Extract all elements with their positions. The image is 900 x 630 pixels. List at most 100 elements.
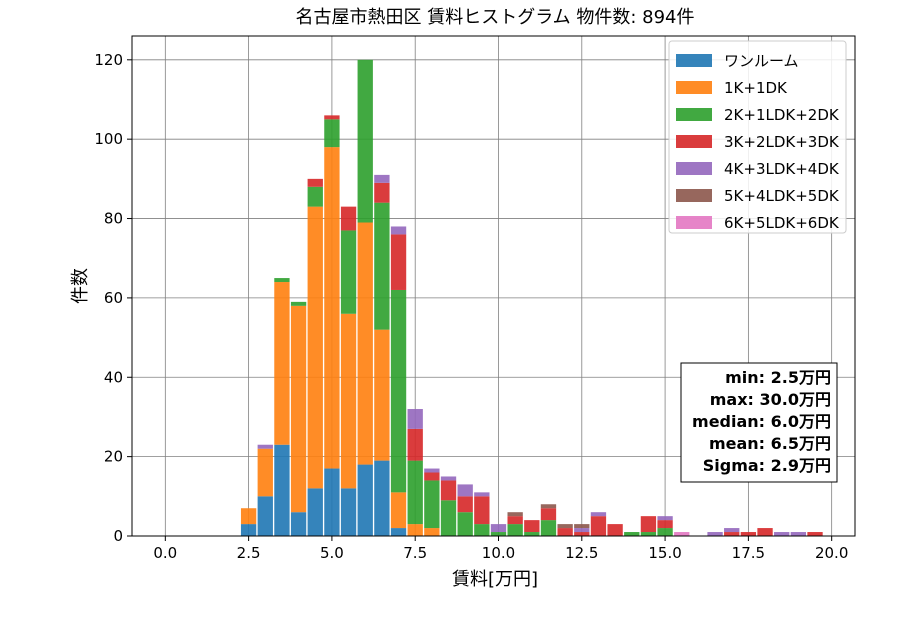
bar-segment — [590, 512, 607, 517]
stats-line: Sigma: 2.9万円 — [703, 456, 831, 475]
stats-line: mean: 6.5万円 — [709, 434, 831, 453]
bar-segment — [357, 59, 373, 223]
bar-segment — [790, 532, 807, 536]
x-axis-label: 賃料[万円] — [452, 569, 538, 590]
bar-segment — [674, 532, 690, 536]
y-tick-label: 0 — [113, 527, 123, 545]
bar-segment — [407, 460, 423, 525]
bar-segment — [274, 282, 290, 445]
bar-segment — [457, 484, 473, 497]
stats-line: min: 2.5万円 — [725, 368, 831, 387]
bar-segment — [390, 528, 407, 536]
legend-label: 6K+5LDK+6DK — [724, 214, 840, 232]
bar-segment — [374, 174, 390, 183]
x-tick-label: 7.5 — [403, 544, 427, 562]
x-tick-label: 15.0 — [648, 544, 681, 562]
x-tick-label: 17.5 — [732, 544, 765, 562]
x-tick-label: 12.5 — [565, 544, 598, 562]
bar-segment — [357, 464, 373, 536]
bar-segment — [440, 476, 457, 481]
legend-label: 1K+1DK — [724, 79, 788, 97]
bar-segment — [540, 508, 557, 521]
bar-segment — [757, 528, 773, 536]
bar-segment — [807, 532, 823, 536]
bar-segment — [607, 524, 623, 536]
bar-segment — [340, 206, 357, 231]
bar-segment — [407, 428, 423, 461]
x-tick-label: 2.5 — [237, 544, 261, 562]
bar-segment — [507, 516, 523, 525]
bar-segment — [440, 480, 457, 501]
y-axis-label: 件数 — [70, 268, 91, 304]
bar-segment — [390, 289, 407, 493]
legend-swatch — [676, 108, 712, 121]
bar-segment — [424, 472, 440, 481]
legend-swatch — [676, 135, 712, 148]
bar-segment — [507, 524, 523, 536]
legend-swatch — [676, 162, 712, 175]
x-tick-label: 5.0 — [320, 544, 344, 562]
bar-segment — [240, 508, 257, 525]
bar-segment — [274, 444, 290, 536]
bar-segment — [324, 468, 340, 536]
bar-segment — [324, 147, 340, 469]
stats-frame — [680, 362, 838, 483]
bar-segment — [324, 119, 340, 148]
bar-segment — [457, 512, 473, 536]
legend-swatch — [676, 216, 712, 229]
bar-segment — [374, 182, 390, 203]
bar-segment — [424, 480, 440, 529]
bar-segment — [340, 230, 357, 314]
chart-title: 名古屋市熱田区 賃料ヒストグラム 物件数: 894件 — [295, 7, 694, 28]
y-axis-ticks: 0 20 40 60 80 100 120 — [94, 51, 132, 545]
bar-segment — [657, 516, 673, 521]
bar-segment — [307, 186, 323, 207]
y-tick-label: 60 — [104, 289, 123, 307]
bar-segment — [490, 524, 507, 533]
bar-segment — [490, 532, 507, 536]
x-tick-label: 20.0 — [815, 544, 848, 562]
legend-label: 2K+1LDK+2DK — [724, 106, 840, 124]
bar-segment — [557, 528, 573, 536]
bar-segment — [474, 492, 490, 497]
bar-segment — [257, 496, 273, 536]
bar-segment — [374, 460, 390, 536]
legend-label: ワンルーム — [724, 52, 799, 70]
bar-segment — [774, 532, 790, 536]
bar-segment — [474, 496, 490, 525]
y-tick-label: 100 — [94, 130, 123, 148]
y-tick-label: 120 — [94, 51, 123, 69]
bar-segment — [424, 468, 440, 473]
stats-line: max: 30.0万円 — [710, 390, 831, 409]
legend-box — [668, 40, 847, 234]
bar-segment — [507, 512, 523, 517]
bar-segment — [390, 492, 407, 529]
bar-segment — [524, 532, 540, 536]
bar-segment — [340, 488, 357, 536]
bar-segment — [540, 520, 557, 536]
bar-segment — [340, 313, 357, 489]
legend-label: 4K+3LDK+4DK — [724, 160, 840, 178]
bar-segment — [640, 516, 657, 533]
bar-segment — [574, 524, 590, 529]
bar-segment — [307, 178, 323, 187]
bar-segment — [290, 301, 307, 306]
legend-label: 3K+2LDK+3DK — [724, 133, 840, 151]
bar-segment — [640, 532, 657, 536]
bar-segment — [707, 532, 723, 536]
bar-segment — [724, 528, 740, 533]
bar-segment — [390, 234, 407, 290]
bar-segment — [624, 532, 640, 536]
bar-segment — [457, 496, 473, 513]
bar-segment — [574, 528, 590, 533]
x-tick-label: 10.0 — [482, 544, 515, 562]
y-tick-label: 20 — [104, 448, 123, 466]
y-tick-label: 40 — [104, 368, 123, 386]
bar-segment — [374, 329, 390, 461]
bar-segment — [540, 504, 557, 509]
bar-segment — [274, 278, 290, 283]
legend: ワンルーム 1K+1DK 2K+1LDK+2DK 3K+2LDK+3DK 4K+3LDK… — [668, 40, 847, 234]
bar-segment — [590, 516, 607, 536]
stats-box: min: 2.5万円 max: 30.0万円 median: 6.0万円 mean: … — [680, 362, 838, 483]
